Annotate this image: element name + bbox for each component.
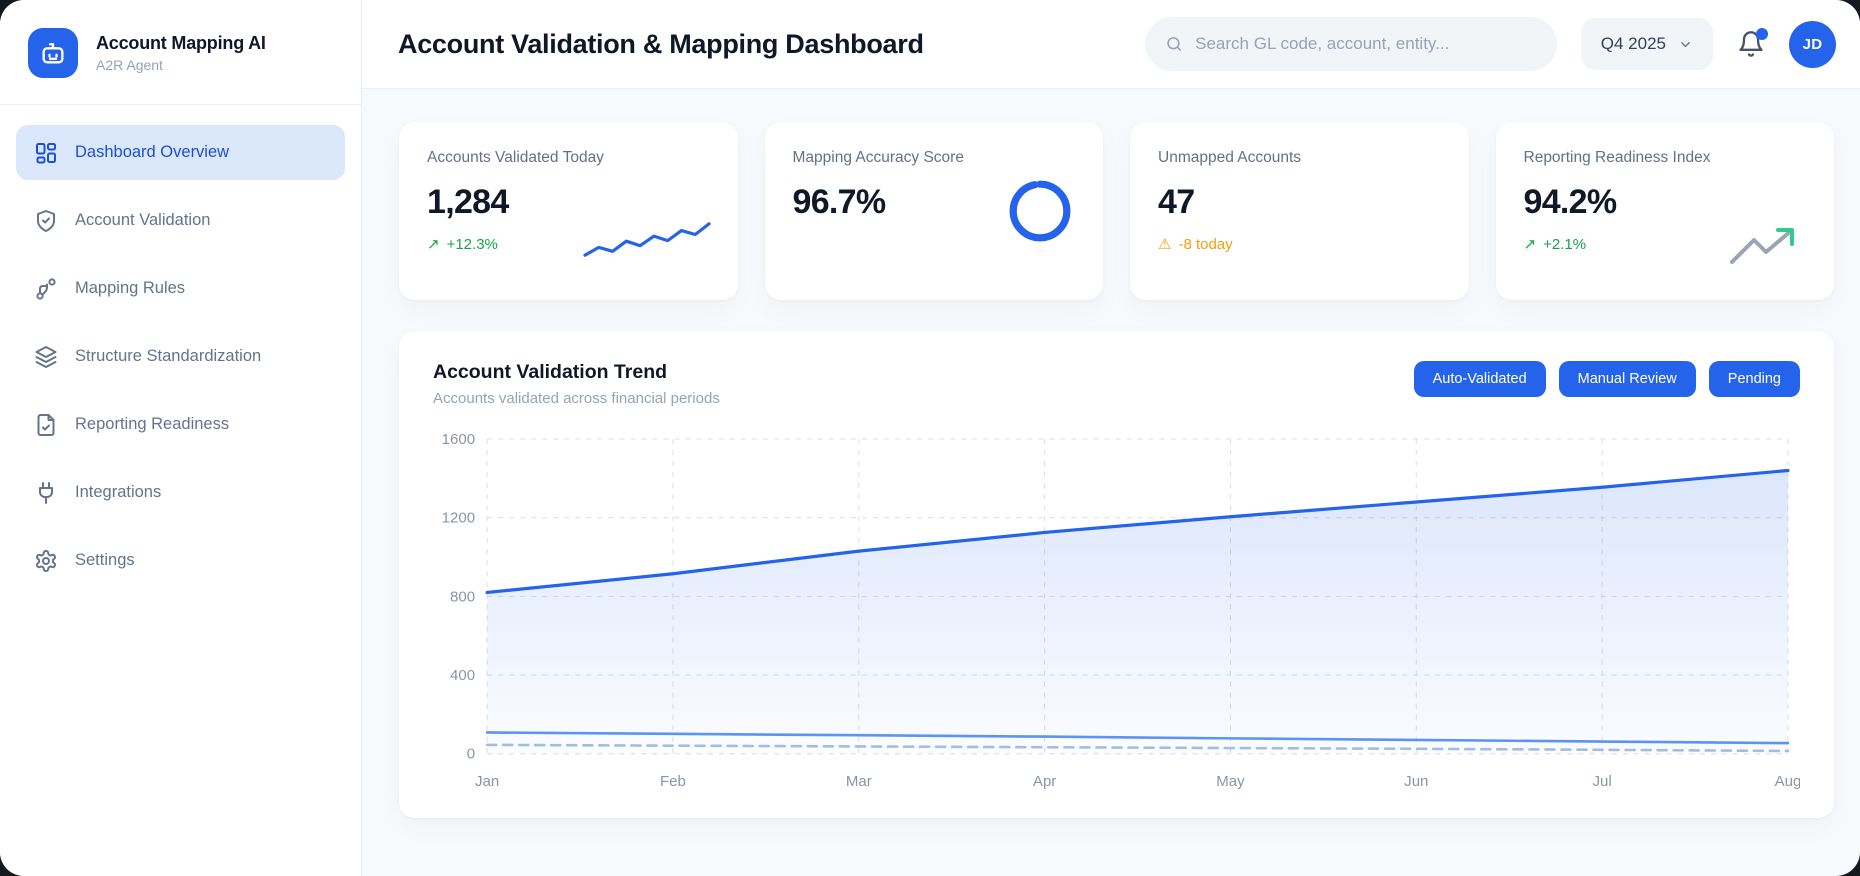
- search-input[interactable]: [1195, 34, 1537, 54]
- search-box[interactable]: [1144, 17, 1557, 71]
- svg-text:Apr: Apr: [1033, 773, 1056, 790]
- sparkline-chart: [582, 222, 711, 257]
- search-icon: [1167, 37, 1181, 51]
- stat-card-unmapped-accounts: Unmapped Accounts 47 ⚠ -8 today: [1130, 122, 1469, 300]
- page-title: Account Validation & Mapping Dashboard: [398, 28, 924, 59]
- stat-delta: ↗ +12.3%: [427, 235, 710, 254]
- chart-header: Account Validation Trend Accounts valida…: [433, 361, 1800, 407]
- stat-label: Reporting Readiness Index: [1523, 149, 1711, 166]
- stat-value: 1,284: [427, 183, 509, 221]
- gear-icon: [36, 549, 56, 572]
- svg-text:Jan: Jan: [475, 773, 499, 790]
- topbar-actions: Q4 2025 JD: [1144, 17, 1836, 71]
- period-label: Q4 2025: [1600, 34, 1666, 53]
- sidebar-item-account-validation[interactable]: Account Validation: [16, 193, 345, 248]
- svg-text:Feb: Feb: [660, 773, 686, 790]
- sidebar-nav: Dashboard Overview Account Validation Ma…: [0, 105, 361, 621]
- chart-title: Account Validation Trend: [433, 361, 668, 383]
- svg-text:1200: 1200: [442, 510, 475, 527]
- svg-text:Mar: Mar: [846, 773, 872, 790]
- brand-title: Account Mapping AI: [96, 33, 266, 53]
- validation-trend-chart: 0 400 800 1200 1600 Jan Feb Mar Apr May Jun Jul Aug: [442, 431, 1800, 790]
- notifications-button[interactable]: [1737, 28, 1768, 58]
- legend-button-pending[interactable]: Pending: [1708, 361, 1800, 397]
- shield-check-icon: [37, 209, 55, 232]
- chart-legend: Auto-Validated Manual Review Pending: [1413, 361, 1800, 397]
- chart-titles: Account Validation Trend Accounts valida…: [433, 361, 720, 407]
- sidebar-item-settings[interactable]: Settings: [16, 533, 345, 588]
- sidebar-item-reporting-readiness[interactable]: Reporting Readiness: [16, 397, 345, 452]
- stat-label: Mapping Accuracy Score: [792, 149, 964, 166]
- stat-delta: ⚠ -8 today: [1158, 235, 1441, 254]
- content: Accounts Validated Today 1,284 ↗ +12.3% …: [362, 89, 1860, 876]
- period-selector[interactable]: Q4 2025: [1580, 18, 1713, 70]
- sidebar-item-label: Reporting Readiness: [75, 415, 230, 433]
- layout-dashboard-icon: [36, 142, 56, 163]
- stat-delta-text: +2.1%: [1543, 235, 1587, 253]
- main-area: Account Validation & Mapping Dashboard Q…: [362, 0, 1860, 876]
- chart-subtitle: Accounts validated across financial peri…: [433, 390, 720, 407]
- svg-text:Jul: Jul: [1593, 773, 1612, 790]
- brand-subtitle: A2R Agent: [96, 57, 163, 73]
- bell-icon: [1739, 31, 1763, 57]
- warning-triangle-icon: ⚠: [1158, 236, 1172, 253]
- svg-text:0: 0: [467, 746, 475, 763]
- layers-icon: [35, 345, 57, 368]
- sidebar-item-label: Integrations: [75, 483, 162, 501]
- sidebar-item-label: Mapping Rules: [75, 279, 186, 297]
- arrow-up-right-icon: ↗: [427, 236, 440, 253]
- brand: Account Mapping AI A2R Agent: [0, 0, 361, 105]
- chevron-down-icon: [1681, 41, 1690, 47]
- legend-button-auto-validated[interactable]: Auto-Validated: [1413, 361, 1546, 397]
- stat-card-mapping-accuracy: Mapping Accuracy Score 96.7%: [764, 122, 1103, 300]
- stat-value: 94.2%: [1523, 183, 1618, 221]
- stat-delta-text: -8 today: [1178, 235, 1233, 253]
- stat-card-reporting-readiness: Reporting Readiness Index 94.2% ↗ +2.1%: [1495, 122, 1834, 300]
- sidebar: Account Mapping AI A2R Agent Dashboard O…: [0, 0, 362, 876]
- sidebar-item-label: Structure Standardization: [75, 347, 262, 365]
- svg-text:1600: 1600: [442, 431, 475, 448]
- stats-row: Accounts Validated Today 1,284 ↗ +12.3% …: [399, 122, 1834, 300]
- brand-text: Account Mapping AI A2R Agent: [96, 33, 266, 73]
- topbar: Account Validation & Mapping Dashboard Q…: [362, 0, 1860, 89]
- sidebar-item-mapping-rules[interactable]: Mapping Rules: [16, 261, 345, 316]
- bot-logo-icon: [28, 28, 78, 78]
- notification-dot: [1756, 28, 1768, 40]
- svg-text:800: 800: [450, 588, 475, 605]
- sidebar-item-label: Account Validation: [75, 211, 211, 229]
- stat-delta: ↗ +2.1%: [1523, 235, 1807, 254]
- stat-card-accounts-validated: Accounts Validated Today 1,284 ↗ +12.3%: [399, 122, 738, 300]
- svg-text:May: May: [1216, 773, 1245, 790]
- stat-delta-text: +12.3%: [446, 235, 498, 253]
- sidebar-item-label: Dashboard Overview: [75, 143, 230, 161]
- stat-value: 96.7%: [792, 183, 887, 221]
- stat-label: Accounts Validated Today: [427, 149, 604, 166]
- svg-text:Jun: Jun: [1404, 773, 1428, 790]
- validation-trend-card: Account Validation Trend Accounts valida…: [399, 331, 1834, 818]
- route-icon: [36, 277, 56, 300]
- user-avatar[interactable]: JD: [1789, 20, 1836, 68]
- svg-text:400: 400: [450, 667, 475, 684]
- file-check-icon: [37, 413, 55, 436]
- svg-text:Aug: Aug: [1775, 773, 1800, 790]
- stat-label: Unmapped Accounts: [1158, 149, 1302, 166]
- sidebar-item-structure-standardization[interactable]: Structure Standardization: [16, 329, 345, 384]
- legend-button-manual-review[interactable]: Manual Review: [1558, 361, 1696, 397]
- trend-up-icon: [1730, 228, 1794, 264]
- sidebar-item-integrations[interactable]: Integrations: [16, 465, 345, 520]
- stat-value: 47: [1158, 183, 1195, 221]
- plug-icon: [39, 481, 53, 504]
- arrow-up-right-icon: ↗: [1523, 236, 1537, 253]
- accuracy-donut-chart: [1009, 180, 1071, 242]
- sidebar-item-label: Settings: [75, 551, 135, 569]
- sidebar-item-dashboard-overview[interactable]: Dashboard Overview: [16, 125, 345, 180]
